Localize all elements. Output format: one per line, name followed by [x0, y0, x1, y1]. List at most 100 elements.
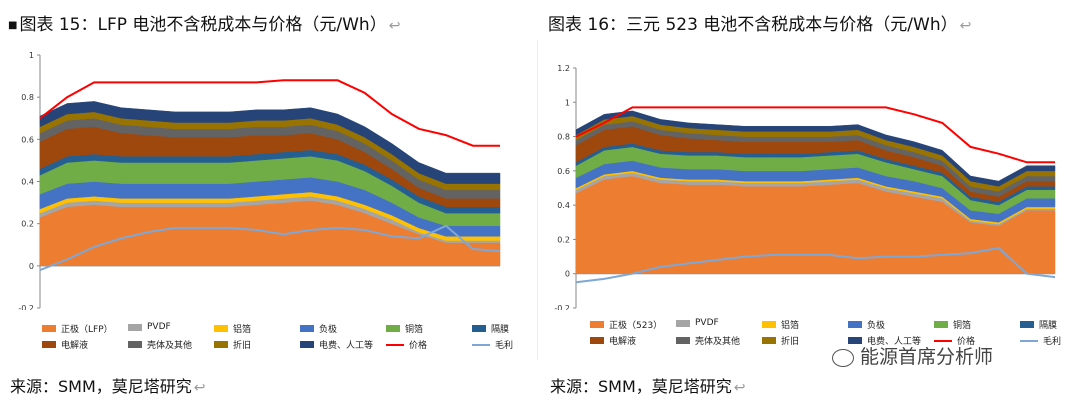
legend-label: 铜箔 — [953, 321, 972, 331]
x-tick-label: 2023/6/30 — [476, 309, 502, 310]
legend-item-al: 铝箔 — [762, 318, 799, 331]
x-tick-label: 2022/11/30 — [831, 309, 859, 310]
x-tick-label: 2022/12/31 — [859, 309, 887, 310]
line-price — [575, 106, 1055, 164]
legend-label: 价格 — [409, 341, 428, 351]
x-tick-label: 2022/10/31 — [803, 309, 831, 310]
left-source: 来源：SMM，莫尼塔研究 ↩ — [10, 377, 206, 396]
y-tick-label: 0.2 — [21, 220, 34, 229]
x-tick-label: 2023/1/31 — [340, 309, 366, 310]
return-mark-icon: ↩ — [959, 18, 972, 34]
watermark: 能源首席分析师 — [832, 342, 993, 369]
legend-swatch — [590, 321, 604, 328]
y-tick-label: -0.2 — [554, 304, 570, 310]
left-chart-title: ■ 图表 15：LFP 电池不含税成本与价格（元/Wh） ↩ — [8, 15, 401, 35]
x-tick-label: 2022/2/28 — [580, 309, 606, 310]
legend-swatch — [1020, 339, 1038, 342]
legend-item-cathode: 正极（LFP） — [42, 322, 113, 335]
x-tick-label: 2022/4/30 — [97, 309, 123, 310]
return-mark-icon: ↩ — [193, 380, 206, 396]
y-tick-label: 0 — [565, 270, 570, 279]
legend-label: 折旧 — [781, 337, 800, 347]
legend-item-sep: 隔膜 — [1020, 318, 1057, 331]
legend-label: 折旧 — [233, 341, 252, 351]
x-tick-label: 2023/3/31 — [395, 309, 421, 310]
x-tick-label: 2022/9/30 — [232, 309, 258, 310]
x-tick-label: 2022/6/30 — [693, 309, 719, 310]
x-tick-label: 2022/7/31 — [721, 309, 747, 310]
x-tick-label: 2023/4/30 — [974, 309, 1000, 310]
legend-label: 电解液 — [609, 337, 637, 347]
x-tick-label: 2022/9/30 — [777, 309, 803, 310]
ncm523-cost-chart: -0.200.20.40.60.811.22022/1/312022/2/282… — [552, 64, 1057, 310]
legend-item-cathode: 正极（523） — [590, 318, 662, 331]
legend-swatch — [934, 321, 948, 328]
legend-swatch — [42, 341, 56, 348]
legend-swatch — [128, 341, 142, 348]
legend-label: 价格 — [957, 337, 976, 347]
legend-swatch — [848, 337, 862, 344]
y-tick-label: 0 — [29, 262, 34, 271]
legend-item-pvdf: PVDF — [676, 318, 719, 328]
legend-item-elec: 电解液 — [590, 334, 636, 347]
x-tick-label: 2022/4/30 — [636, 309, 662, 310]
legend-label: 正极（523） — [609, 321, 663, 331]
x-tick-label: 2022/3/31 — [70, 309, 96, 310]
legend-label: 隔膜 — [1039, 321, 1058, 331]
legend-swatch — [590, 337, 604, 344]
x-tick-label: 2022/10/31 — [257, 309, 285, 310]
y-tick-label: -0.2 — [18, 304, 34, 310]
legend-item-price: 价格 — [386, 338, 427, 351]
x-tick-label: 2023/6/30 — [1031, 309, 1057, 310]
y-tick-label: 0.8 — [21, 93, 34, 102]
legend-swatch — [676, 319, 690, 327]
legend-item-elec: 电解液 — [42, 338, 88, 351]
x-tick-label: 2022/12/31 — [311, 309, 339, 310]
legend-label: 铝箔 — [781, 321, 800, 331]
right-panel: 图表 16：三元 523 电池不含税成本与价格（元/Wh） ↩ -0.2 0 0.2 0… — [540, 0, 1080, 406]
x-tick-label: 2022/5/31 — [124, 309, 150, 310]
title-bullet-icon: ■ — [8, 19, 18, 31]
y-tick-label: 0.2 — [557, 235, 570, 244]
legend-item-anode: 负极 — [300, 322, 337, 335]
legend-swatch — [386, 343, 404, 346]
legend-swatch — [386, 325, 400, 332]
y-tick-label: 0.4 — [557, 201, 570, 210]
return-mark-icon: ↩ — [388, 18, 401, 34]
legend-swatch — [472, 325, 486, 332]
legend-item-anode: 负极 — [848, 318, 885, 331]
legend-item-housing: 壳体及其他 — [128, 338, 192, 351]
legend-item-dep: 折旧 — [762, 334, 799, 347]
legend-swatch — [934, 339, 952, 342]
x-tick-label: 2022/7/31 — [178, 309, 204, 310]
legend-label: 负极 — [319, 325, 338, 335]
x-tick-label: 2022/2/28 — [43, 309, 69, 310]
wechat-icon — [832, 348, 854, 367]
legend-item-labor: 电费、人工等 — [300, 338, 373, 351]
legend-label: PVDF — [695, 318, 719, 328]
legend-item-housing: 壳体及其他 — [676, 334, 740, 347]
legend-item-al: 铝箔 — [214, 322, 251, 335]
panel-divider — [537, 40, 538, 360]
legend-swatch — [42, 325, 56, 332]
y-tick-label: 1 — [565, 98, 570, 107]
y-tick-label: 1 — [29, 51, 34, 60]
legend-swatch — [214, 325, 228, 332]
x-tick-label: 2023/4/30 — [422, 309, 448, 310]
left-panel: ■ 图表 15：LFP 电池不含税成本与价格（元/Wh） ↩ -0.2 0 0.2 0.4… — [8, 15, 513, 396]
legend-swatch — [214, 341, 228, 348]
x-tick-label: 2022/6/30 — [151, 309, 177, 310]
legend-label: 毛利 — [1043, 337, 1062, 347]
line-margin — [39, 224, 501, 272]
legend-item-price: 价格 — [934, 334, 975, 347]
x-tick-label: 2023/2/28 — [368, 309, 394, 310]
x-tick-label: 2022/8/31 — [749, 309, 775, 310]
line-margin — [575, 246, 1056, 284]
legend-swatch — [472, 343, 490, 346]
x-tick-label: 2022/5/31 — [664, 309, 690, 310]
legend-label: 电解液 — [61, 341, 89, 351]
x-tick-label: 2023/2/28 — [918, 309, 944, 310]
legend-swatch — [1020, 321, 1034, 328]
legend-item-labor: 电费、人工等 — [848, 334, 921, 347]
legend-item-pvdf: PVDF — [128, 322, 171, 332]
